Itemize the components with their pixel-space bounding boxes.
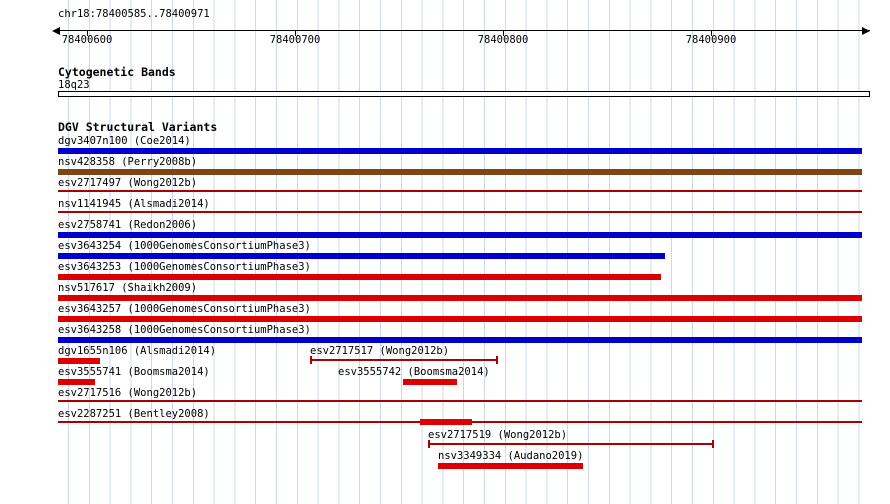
variant-label: esv2287251 (Bentley2008) — [58, 408, 210, 420]
variant-label: esv3643253 (1000GenomesConsortiumPhase3) — [58, 261, 311, 273]
variant-bar[interactable] — [58, 253, 665, 259]
variant-label: nsv3349334 (Audano2019) — [438, 450, 584, 462]
variant-end-tick — [310, 356, 312, 364]
ruler-tick-label: 78400600 — [61, 34, 113, 46]
variant-bar[interactable] — [58, 337, 862, 343]
variant-label: dgv3407n100 (Coe2014) — [58, 135, 191, 147]
ruler-tick — [295, 30, 296, 36]
pan-right-arrow-icon[interactable] — [862, 27, 870, 35]
variant-bar[interactable] — [403, 379, 457, 385]
dgv-track-title: DGV Structural Variants — [58, 120, 218, 134]
variant-label: esv2717519 (Wong2012b) — [428, 429, 568, 441]
variant-label: esv3643258 (1000GenomesConsortiumPhase3) — [58, 324, 311, 336]
variant-bar[interactable] — [58, 316, 862, 322]
variant-bar[interactable] — [58, 274, 661, 280]
variant-label: dgv1655n106 (Alsmadi2014) — [58, 345, 217, 357]
cytobands-title: Cytogenetic Bands — [58, 65, 176, 79]
variant-bar[interactable] — [58, 295, 862, 301]
variant-label: nsv1141945 (Alsmadi2014) — [58, 198, 210, 210]
variant-label: nsv517617 (Shaikh2009) — [58, 282, 198, 294]
ruler-line — [58, 30, 870, 31]
variant-inner-box[interactable] — [420, 419, 472, 425]
variant-label: esv2717517 (Wong2012b) — [310, 345, 450, 357]
ruler-tick-label: 78400700 — [269, 34, 321, 46]
variant-label: esv3555741 (Boomsma2014) — [58, 366, 210, 378]
variant-end-tick — [496, 356, 498, 364]
ruler-tick — [87, 30, 88, 36]
variant-label: nsv428358 (Perry2008b) — [58, 156, 198, 168]
ruler-tick — [503, 30, 504, 36]
variant-bar[interactable] — [58, 148, 862, 154]
variant-line[interactable] — [428, 443, 714, 445]
variant-label: esv3643254 (1000GenomesConsortiumPhase3) — [58, 240, 311, 252]
variant-label: esv2717516 (Wong2012b) — [58, 387, 198, 399]
variant-label: esv3643257 (1000GenomesConsortiumPhase3) — [58, 303, 311, 315]
pan-left-arrow-icon[interactable] — [52, 27, 60, 35]
variant-bar[interactable] — [58, 169, 862, 175]
ruler-tick-label: 78400800 — [477, 34, 529, 46]
cytoband-label: 18q23 — [58, 79, 90, 91]
variant-bar[interactable] — [58, 379, 95, 385]
variant-bar[interactable] — [438, 463, 583, 469]
variant-line[interactable] — [58, 211, 862, 213]
variant-line[interactable] — [58, 400, 862, 402]
variant-end-tick — [712, 440, 714, 448]
variant-line[interactable] — [310, 359, 498, 361]
ruler-tick — [711, 30, 712, 36]
variant-label: esv3555742 (Boomsma2014) — [338, 366, 490, 378]
variant-label: esv2717497 (Wong2012b) — [58, 177, 198, 189]
variant-bar[interactable] — [58, 358, 100, 364]
variant-label: esv2758741 (Redon2006) — [58, 219, 198, 231]
cytoband-rect — [58, 91, 870, 97]
variant-bar[interactable] — [58, 232, 862, 238]
region-label: chr18:78400585..78400971 — [58, 8, 210, 20]
ruler-tick-label: 78400900 — [685, 34, 737, 46]
variant-line[interactable] — [58, 190, 862, 192]
variant-end-tick — [428, 440, 430, 448]
